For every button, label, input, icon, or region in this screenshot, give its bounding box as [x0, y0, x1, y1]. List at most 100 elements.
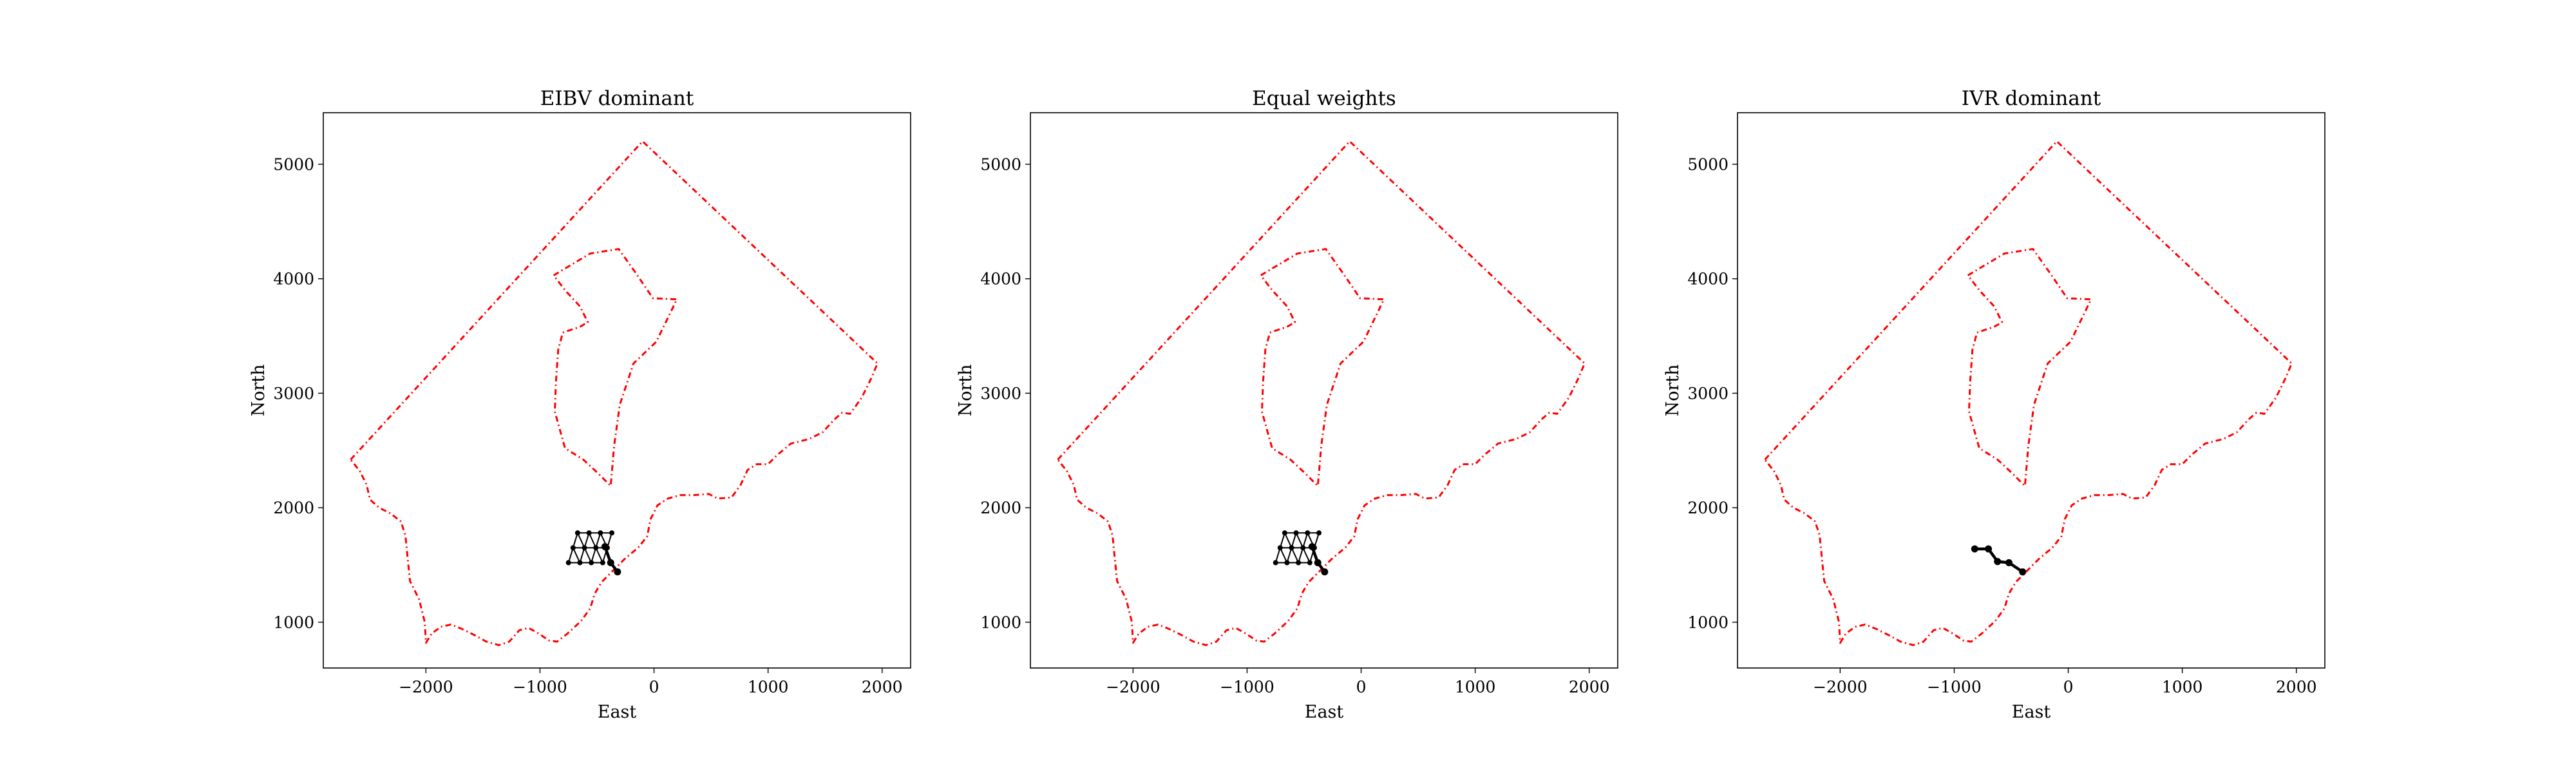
chart-title: EIBV dominant — [540, 87, 694, 110]
x-tick-label: 1000 — [1455, 678, 1496, 696]
trajectory-point — [601, 543, 609, 551]
x-tick-label: 0 — [649, 678, 659, 696]
graph-edge — [579, 548, 585, 563]
graph-edge — [1279, 547, 1288, 563]
axis-ticks: −2000 −1000 0 1000 2000 1000 2000 3000 4000 5000 — [273, 155, 902, 696]
trajectory-point — [1314, 558, 1321, 566]
graph-node — [1289, 545, 1294, 551]
trajectory-point — [2005, 558, 2012, 566]
graph-node — [1284, 560, 1290, 566]
graph-node — [586, 530, 592, 536]
graph-node — [574, 530, 580, 536]
y-tick-label: 2000 — [1687, 499, 1728, 517]
x-tick-label: −2000 — [1106, 678, 1160, 696]
graph-node — [1300, 545, 1306, 551]
x-tick-label: −1000 — [513, 678, 567, 696]
graph-node — [1293, 530, 1299, 536]
y-axis-label: North — [1663, 364, 1683, 416]
plot-area — [1057, 140, 1586, 646]
y-axis-label: North — [249, 364, 269, 416]
axes-frame — [1737, 112, 2325, 669]
x-tick-label: 2000 — [2276, 678, 2317, 696]
y-tick-label: 4000 — [980, 270, 1021, 289]
chart-title: IVR dominant — [1962, 87, 2101, 110]
graph-node — [1273, 560, 1278, 566]
trajectory-point — [2019, 568, 2027, 576]
x-axis-label: East — [1305, 702, 1344, 722]
graph-edge — [1283, 532, 1293, 548]
graph-edge — [595, 547, 603, 563]
y-tick-label: 5000 — [273, 155, 314, 174]
axes-frame — [1030, 112, 1618, 669]
x-tick-label: 2000 — [862, 678, 903, 696]
graph-node — [1277, 545, 1283, 551]
y-tick-label: 1000 — [273, 613, 314, 632]
plot-area — [1764, 140, 2293, 646]
graph-edge — [588, 532, 597, 548]
y-tick-label: 3000 — [273, 384, 314, 403]
graph-node — [1296, 560, 1302, 566]
trajectory-point — [1985, 545, 1993, 553]
graph-edge — [576, 532, 585, 548]
trajectory-point — [607, 558, 614, 566]
inner-boundary-line — [1260, 248, 1385, 487]
graph-edge — [1274, 548, 1281, 563]
y-tick-label: 4000 — [273, 270, 314, 289]
y-tick-label: 2000 — [980, 499, 1021, 517]
y-tick-label: 4000 — [1687, 270, 1728, 289]
graph-node — [577, 560, 583, 566]
x-axis-label: East — [2012, 702, 2051, 722]
y-tick-label: 3000 — [1687, 384, 1728, 403]
graph-edge — [1291, 532, 1297, 548]
graph-node — [609, 530, 615, 536]
x-tick-label: 2000 — [1569, 678, 1610, 696]
graph-node — [570, 545, 576, 551]
trajectory-point — [1994, 558, 2002, 566]
graph-edge — [591, 548, 597, 563]
outer-boundary-line — [1057, 140, 1586, 646]
chart-title: Equal weights — [1252, 87, 1396, 110]
x-tick-label: 0 — [2063, 678, 2074, 696]
x-tick-label: 1000 — [748, 678, 789, 696]
axes-frame — [323, 112, 911, 669]
graph-edge — [572, 547, 581, 563]
graph-node — [1282, 530, 1287, 536]
outer-boundary-line — [350, 140, 879, 646]
x-tick-label: −1000 — [1220, 678, 1274, 696]
outer-boundary-line — [1764, 140, 2293, 646]
graph-node — [1316, 530, 1322, 536]
x-tick-label: 1000 — [2162, 678, 2203, 696]
graph-edge — [567, 548, 574, 563]
x-tick-label: −1000 — [1927, 678, 1982, 696]
plot-area — [350, 140, 879, 646]
graph-node — [600, 560, 605, 566]
graph-edge — [583, 547, 592, 563]
graph-edge — [583, 532, 590, 548]
x-tick-label: 0 — [1356, 678, 1367, 696]
panel-ivr-dominant: IVR dominant East North −2000 −1000 0 1000 2… — [1663, 87, 2325, 722]
graph-node — [1305, 530, 1311, 536]
y-tick-label: 1000 — [980, 613, 1021, 632]
graph-node — [1307, 560, 1312, 566]
graph-node — [593, 545, 599, 551]
y-tick-label: 3000 — [980, 384, 1021, 403]
graph-edge — [1286, 548, 1293, 563]
y-tick-label: 5000 — [1687, 155, 1728, 174]
panel-eibv-dominant: EIBV dominant East North −2000 −1000 0 1000… — [249, 87, 911, 722]
graph-edge — [572, 532, 578, 548]
inner-boundary-line — [553, 248, 678, 487]
x-axis-label: East — [598, 702, 637, 722]
axis-ticks: −2000 −1000 0 1000 2000 1000 2000 3000 4000 5000 — [1687, 155, 2316, 696]
graph-edge — [1291, 547, 1300, 563]
axis-ticks: −2000 −1000 0 1000 2000 1000 2000 3000 4000 5000 — [980, 155, 1609, 696]
y-tick-label: 2000 — [273, 499, 314, 517]
y-tick-label: 5000 — [980, 155, 1021, 174]
trajectory-point — [1971, 545, 1978, 553]
graph-edge — [595, 532, 601, 548]
panel-equal-weights: Equal weights East North −2000 −1000 0 1000… — [956, 87, 1618, 722]
graph-edge — [1298, 548, 1304, 563]
graph-node — [582, 545, 587, 551]
graph-edge — [1302, 547, 1311, 563]
inner-boundary-line — [1967, 248, 2092, 487]
